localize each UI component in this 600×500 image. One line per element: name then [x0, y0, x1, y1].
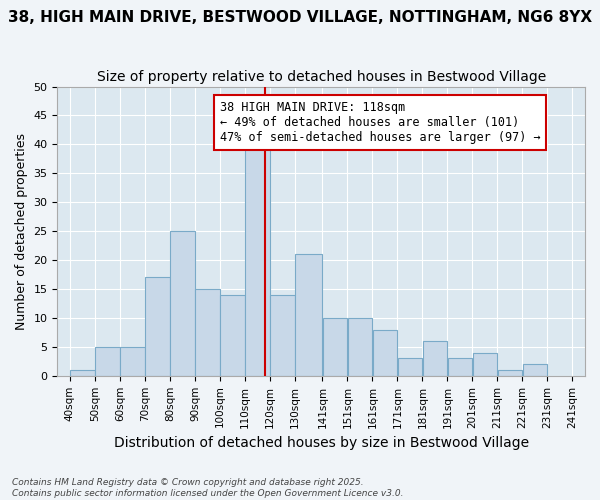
Text: Contains HM Land Registry data © Crown copyright and database right 2025.
Contai: Contains HM Land Registry data © Crown c…: [12, 478, 404, 498]
Bar: [220, 295, 245, 376]
Bar: [448, 358, 472, 376]
Bar: [95, 347, 119, 376]
Bar: [348, 318, 372, 376]
Bar: [473, 352, 497, 376]
Text: 38 HIGH MAIN DRIVE: 118sqm
← 49% of detached houses are smaller (101)
47% of sem: 38 HIGH MAIN DRIVE: 118sqm ← 49% of deta…: [220, 101, 541, 144]
Bar: [523, 364, 547, 376]
Bar: [373, 330, 397, 376]
Bar: [70, 370, 95, 376]
Bar: [145, 278, 170, 376]
Bar: [423, 341, 447, 376]
Bar: [196, 289, 220, 376]
Bar: [170, 231, 194, 376]
Bar: [245, 133, 269, 376]
Y-axis label: Number of detached properties: Number of detached properties: [15, 132, 28, 330]
Title: Size of property relative to detached houses in Bestwood Village: Size of property relative to detached ho…: [97, 70, 546, 84]
Bar: [295, 254, 322, 376]
X-axis label: Distribution of detached houses by size in Bestwood Village: Distribution of detached houses by size …: [113, 436, 529, 450]
Bar: [398, 358, 422, 376]
Bar: [271, 295, 295, 376]
Bar: [498, 370, 522, 376]
Text: 38, HIGH MAIN DRIVE, BESTWOOD VILLAGE, NOTTINGHAM, NG6 8YX: 38, HIGH MAIN DRIVE, BESTWOOD VILLAGE, N…: [8, 10, 592, 25]
Bar: [120, 347, 145, 376]
Bar: [323, 318, 347, 376]
